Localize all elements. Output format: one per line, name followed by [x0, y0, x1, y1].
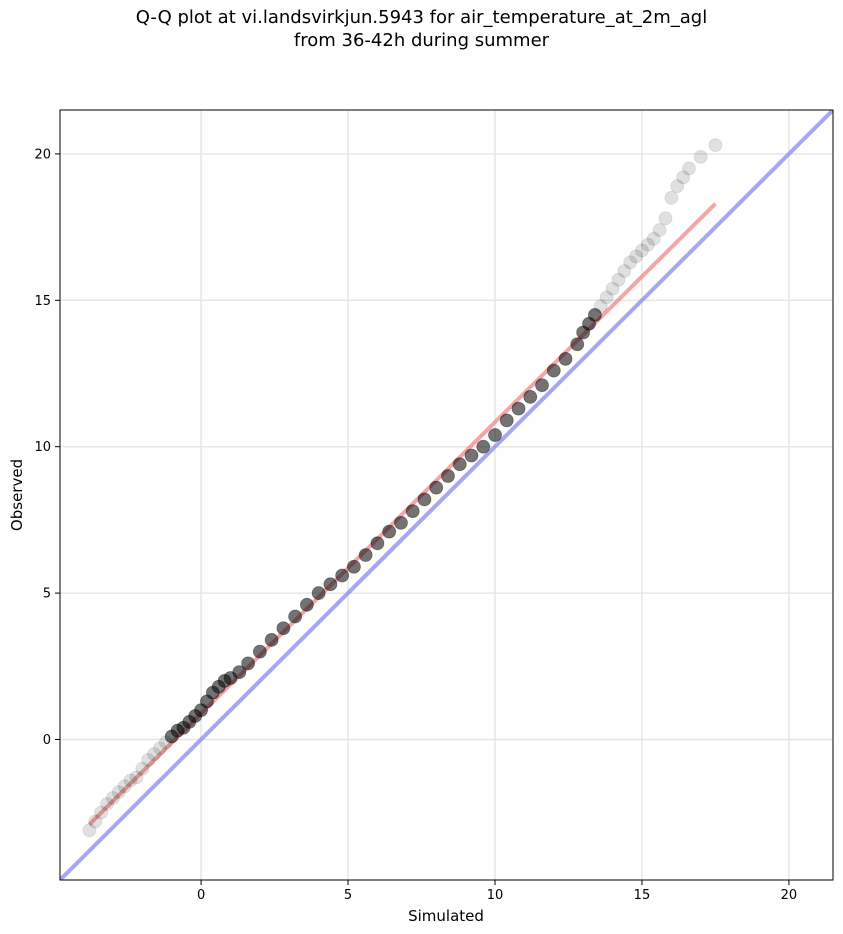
qq-point	[676, 170, 691, 185]
qq-point	[123, 773, 138, 788]
qq-point	[588, 308, 602, 322]
qq-point	[611, 272, 626, 287]
qq-point	[370, 536, 385, 551]
y-tick-label: 0	[43, 733, 51, 748]
x-tick-label: 5	[344, 888, 352, 903]
qq-point	[264, 633, 279, 647]
qq-point	[682, 161, 696, 176]
qq-point	[452, 457, 467, 472]
qq-point	[511, 401, 526, 416]
qq-point	[100, 796, 114, 811]
qq-point	[617, 264, 632, 278]
lines	[60, 110, 833, 880]
qq-point	[335, 568, 350, 583]
y-tick-label: 5	[43, 587, 51, 602]
y-tick-label: 10	[34, 440, 51, 455]
qq-point	[241, 656, 256, 671]
x-tick-label: 0	[197, 888, 205, 903]
qq-point	[111, 785, 126, 800]
qq-point	[88, 814, 103, 829]
qq-point	[429, 480, 444, 495]
qq-point	[488, 428, 502, 442]
qq-point	[417, 492, 432, 507]
x-tick-label: 10	[487, 888, 504, 903]
qq-point	[535, 378, 549, 393]
qq-point	[599, 290, 614, 305]
qq-point	[652, 223, 667, 237]
qq-point	[499, 413, 514, 428]
qq-point	[464, 448, 479, 463]
qq-point	[623, 255, 638, 270]
grid	[60, 110, 833, 880]
x-tick-label: 20	[781, 888, 798, 903]
qq-point	[299, 597, 314, 612]
qq-point	[570, 337, 585, 352]
x-axis-label: Simulated	[408, 907, 484, 925]
qq-point	[523, 390, 538, 404]
qq-point	[94, 805, 109, 820]
qq-point	[135, 761, 150, 776]
qq-point	[147, 747, 161, 762]
y-tick-label: 20	[34, 147, 51, 162]
qq-point	[276, 621, 291, 636]
qq-point	[646, 231, 661, 246]
qq-point	[129, 770, 144, 785]
quantile-points	[82, 138, 723, 838]
qq-point	[153, 741, 167, 756]
y-tick-label: 15	[34, 294, 51, 309]
qq-point	[82, 823, 97, 838]
x-tick-label: 15	[634, 888, 651, 903]
qq-point	[635, 243, 649, 258]
qq-point	[441, 469, 455, 483]
qq-point	[252, 644, 267, 659]
qq-point	[141, 753, 156, 767]
ticks: 0 5 10 15 20 0 5 10 15 20	[34, 147, 797, 903]
chart-title: Q-Q plot at vi.landsvirkjun.5943 for air…	[135, 7, 708, 51]
qq-point	[323, 577, 338, 592]
qq-point	[117, 779, 132, 794]
qq-point	[546, 363, 561, 378]
qq-point	[476, 439, 491, 454]
qq-point	[670, 179, 685, 194]
qq-point	[593, 299, 608, 314]
qq-point	[288, 609, 303, 624]
axes-frame	[59, 109, 834, 881]
qq-point	[605, 281, 620, 296]
qq-point	[658, 211, 673, 226]
qq-point	[558, 351, 573, 366]
qq-point	[640, 237, 655, 252]
y-axis-label: Observed	[8, 459, 26, 531]
qq-point	[394, 515, 408, 530]
qq-point	[693, 149, 708, 164]
qq-point	[629, 249, 643, 264]
qq-point	[232, 665, 247, 680]
qq-point	[382, 524, 397, 539]
qq-point	[405, 504, 420, 519]
qq-point	[106, 791, 120, 805]
reference-line	[60, 110, 833, 880]
qq-point	[311, 586, 326, 600]
qq-point	[347, 559, 361, 574]
qq-point	[358, 548, 373, 562]
qq-point	[708, 138, 723, 153]
qq-point	[664, 190, 679, 205]
